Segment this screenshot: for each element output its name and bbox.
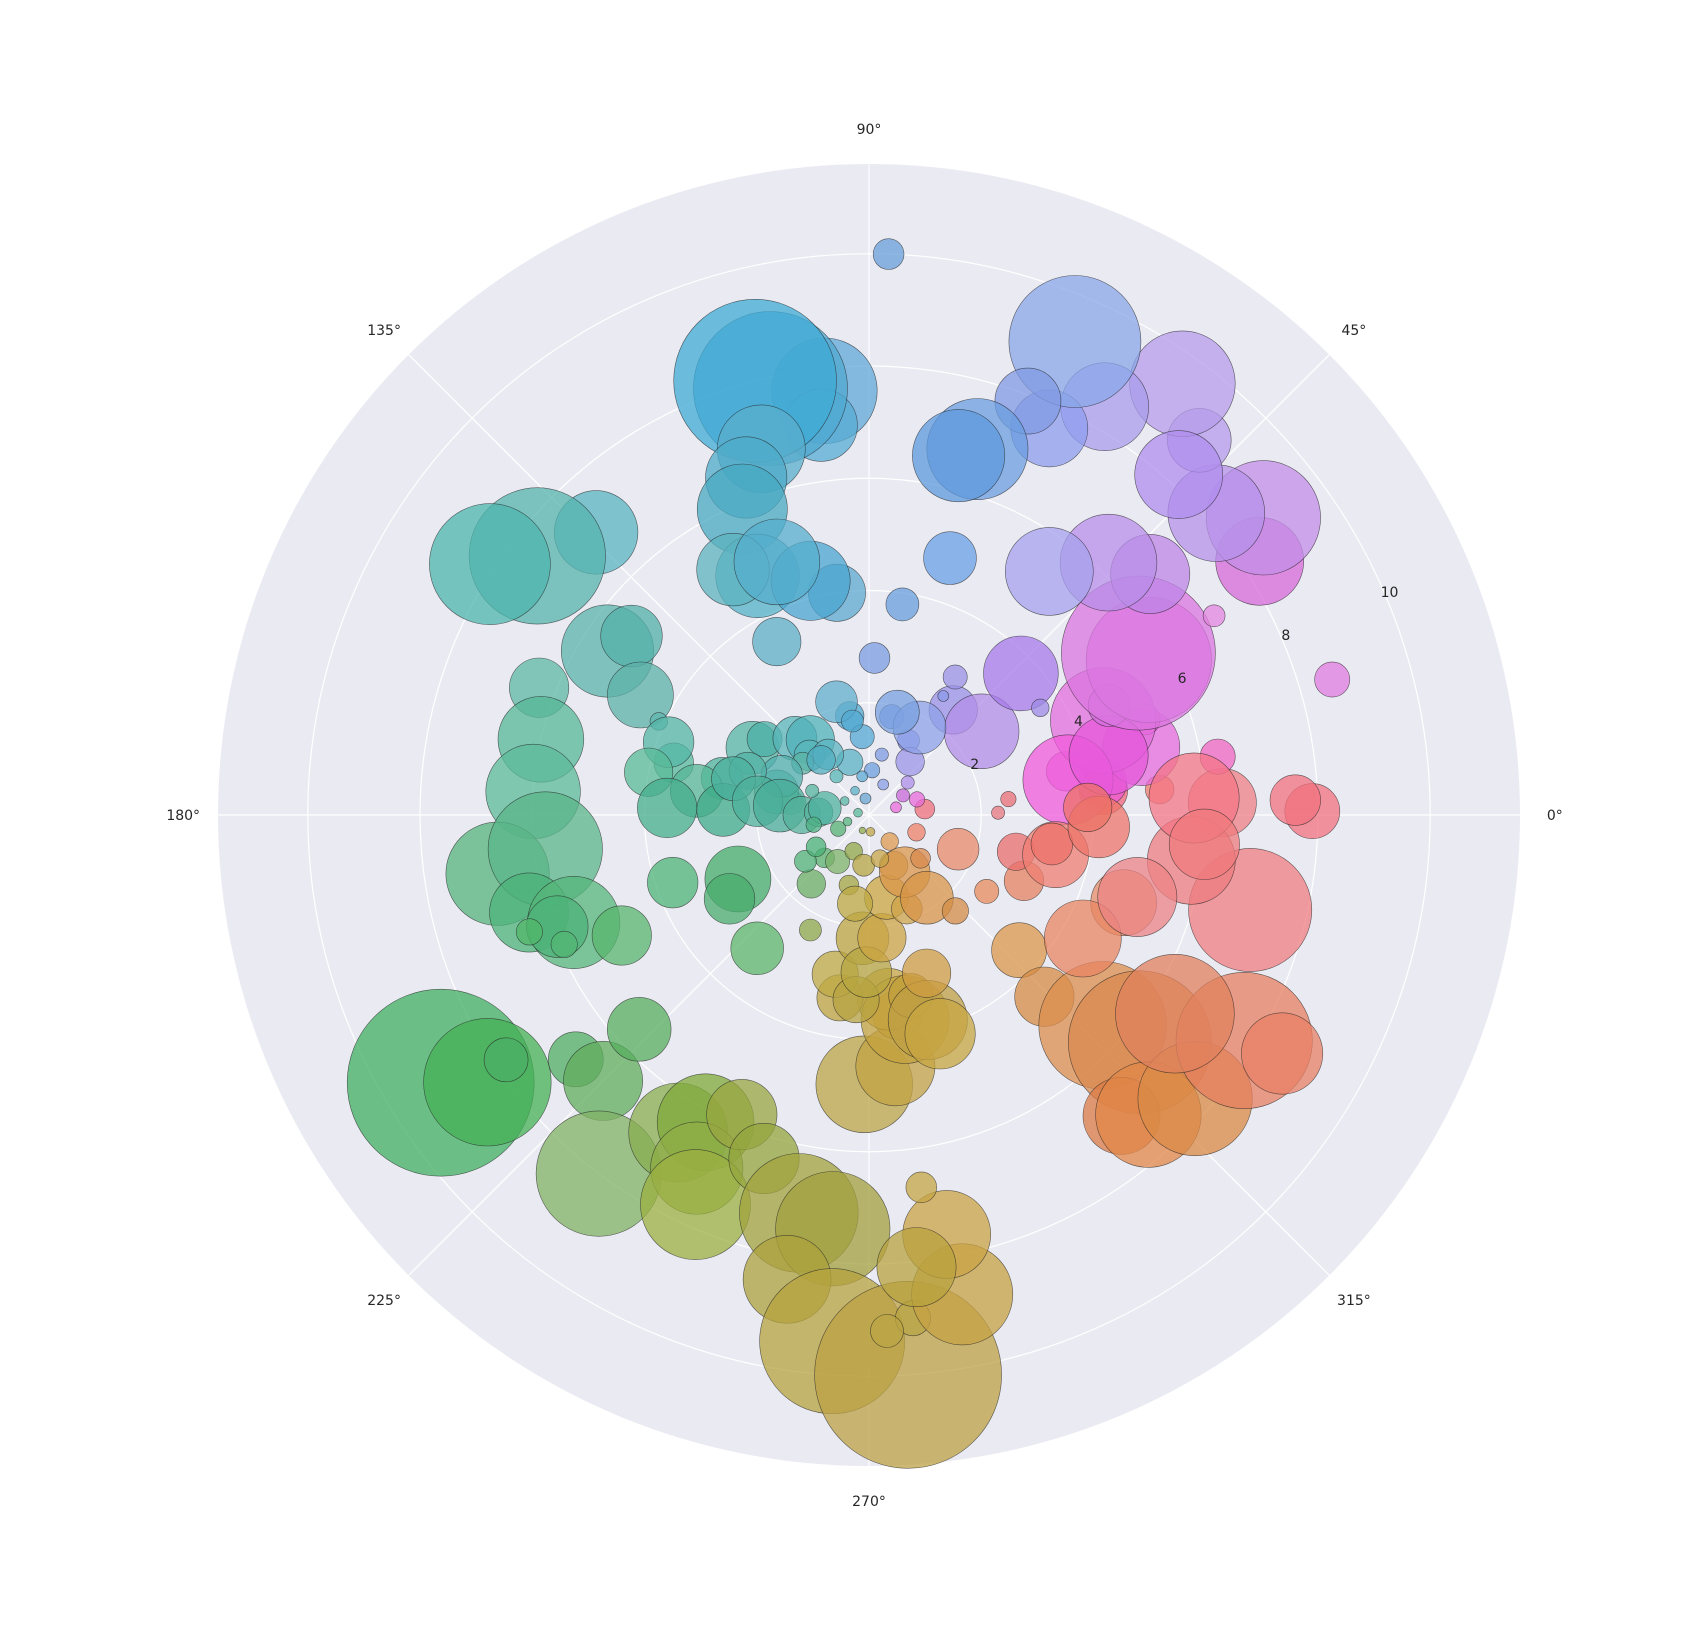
data-point [429,503,551,625]
data-point [904,998,976,1070]
data-point [1134,430,1223,519]
data-point [839,796,850,806]
data-point [600,604,663,668]
data-point [483,1037,529,1083]
data-point [1005,527,1094,616]
data-point [876,1227,957,1307]
data-point [853,807,863,818]
data-point [937,690,950,702]
data-point [806,745,836,775]
r-tick-label-0: 2 [970,757,979,773]
data-point [1269,774,1321,826]
data-point [607,661,674,729]
data-point [423,1018,552,1147]
r-tick-label-2: 6 [1178,671,1187,687]
data-point [1000,791,1017,808]
data-point [872,238,905,270]
data-point [515,918,543,946]
data-point [902,948,952,998]
data-point [825,849,851,874]
r-tick-label-4: 10 [1381,585,1399,601]
data-point [974,879,1000,904]
data-point [896,788,910,803]
data-point [637,777,698,838]
data-point [864,762,881,779]
data-point [858,826,867,835]
data-point [1314,661,1351,698]
data-point [1115,953,1235,1074]
data-point [983,635,1059,712]
data-point [905,1171,937,1204]
data-point [1030,822,1074,866]
data-point [923,531,977,585]
data-point [1168,808,1240,880]
r-tick-label-1: 4 [1074,714,1083,730]
data-point [858,642,891,674]
data-point [805,836,827,857]
data-point [908,791,925,808]
data-point [842,816,853,827]
data-point [877,778,890,791]
data-point [829,769,844,784]
data-point [907,823,926,842]
data-point [880,832,899,851]
data-point [1202,604,1226,628]
data-point [837,885,873,922]
data-point [752,617,802,667]
theta-tick-label-2: 90° [857,122,882,138]
axis-labels: 0° 45° 90° 135° 180° 225° 270° 315° 2 4 6 8 10 [166,122,1562,1510]
data-point [912,409,1006,503]
data-point [991,805,1005,820]
data-point [647,856,699,909]
theta-tick-label-6: 270° [852,1494,886,1510]
data-point [900,775,915,790]
theta-tick-label-7: 315° [1337,1293,1371,1309]
data-point [794,849,817,873]
data-point [796,869,826,899]
data-points [346,238,1351,1469]
data-point [859,792,872,805]
theta-tick-label-1: 45° [1341,323,1366,339]
data-point [870,1314,904,1348]
theta-tick-label-5: 225° [367,1293,401,1309]
data-point [850,785,860,796]
data-point [865,827,876,837]
theta-tick-label-4: 180° [166,808,200,824]
data-point [841,709,864,733]
data-point [799,918,822,942]
data-point [591,905,652,966]
data-point [910,848,931,869]
data-point [606,997,672,1062]
data-point [890,801,902,814]
data-point [874,747,889,762]
data-point [874,689,920,735]
data-point [805,784,820,798]
data-point [733,518,821,606]
data-point [942,664,968,690]
theta-tick-label-3: 135° [367,323,401,339]
data-point [805,816,822,833]
data-point [856,770,869,783]
data-point [807,791,842,825]
data-point [870,849,890,868]
r-tick-label-3: 8 [1281,628,1290,644]
data-point [936,827,980,871]
data-point [1063,782,1113,832]
data-point [730,921,784,975]
data-point [703,873,756,925]
data-point [885,587,920,622]
data-point [830,820,847,837]
data-point [1031,698,1050,718]
data-point [1097,857,1178,937]
data-point [550,930,578,958]
theta-tick-label-0: 0° [1547,808,1563,824]
data-point [1241,1012,1324,1095]
data-point [941,897,969,925]
data-point [1044,899,1122,978]
